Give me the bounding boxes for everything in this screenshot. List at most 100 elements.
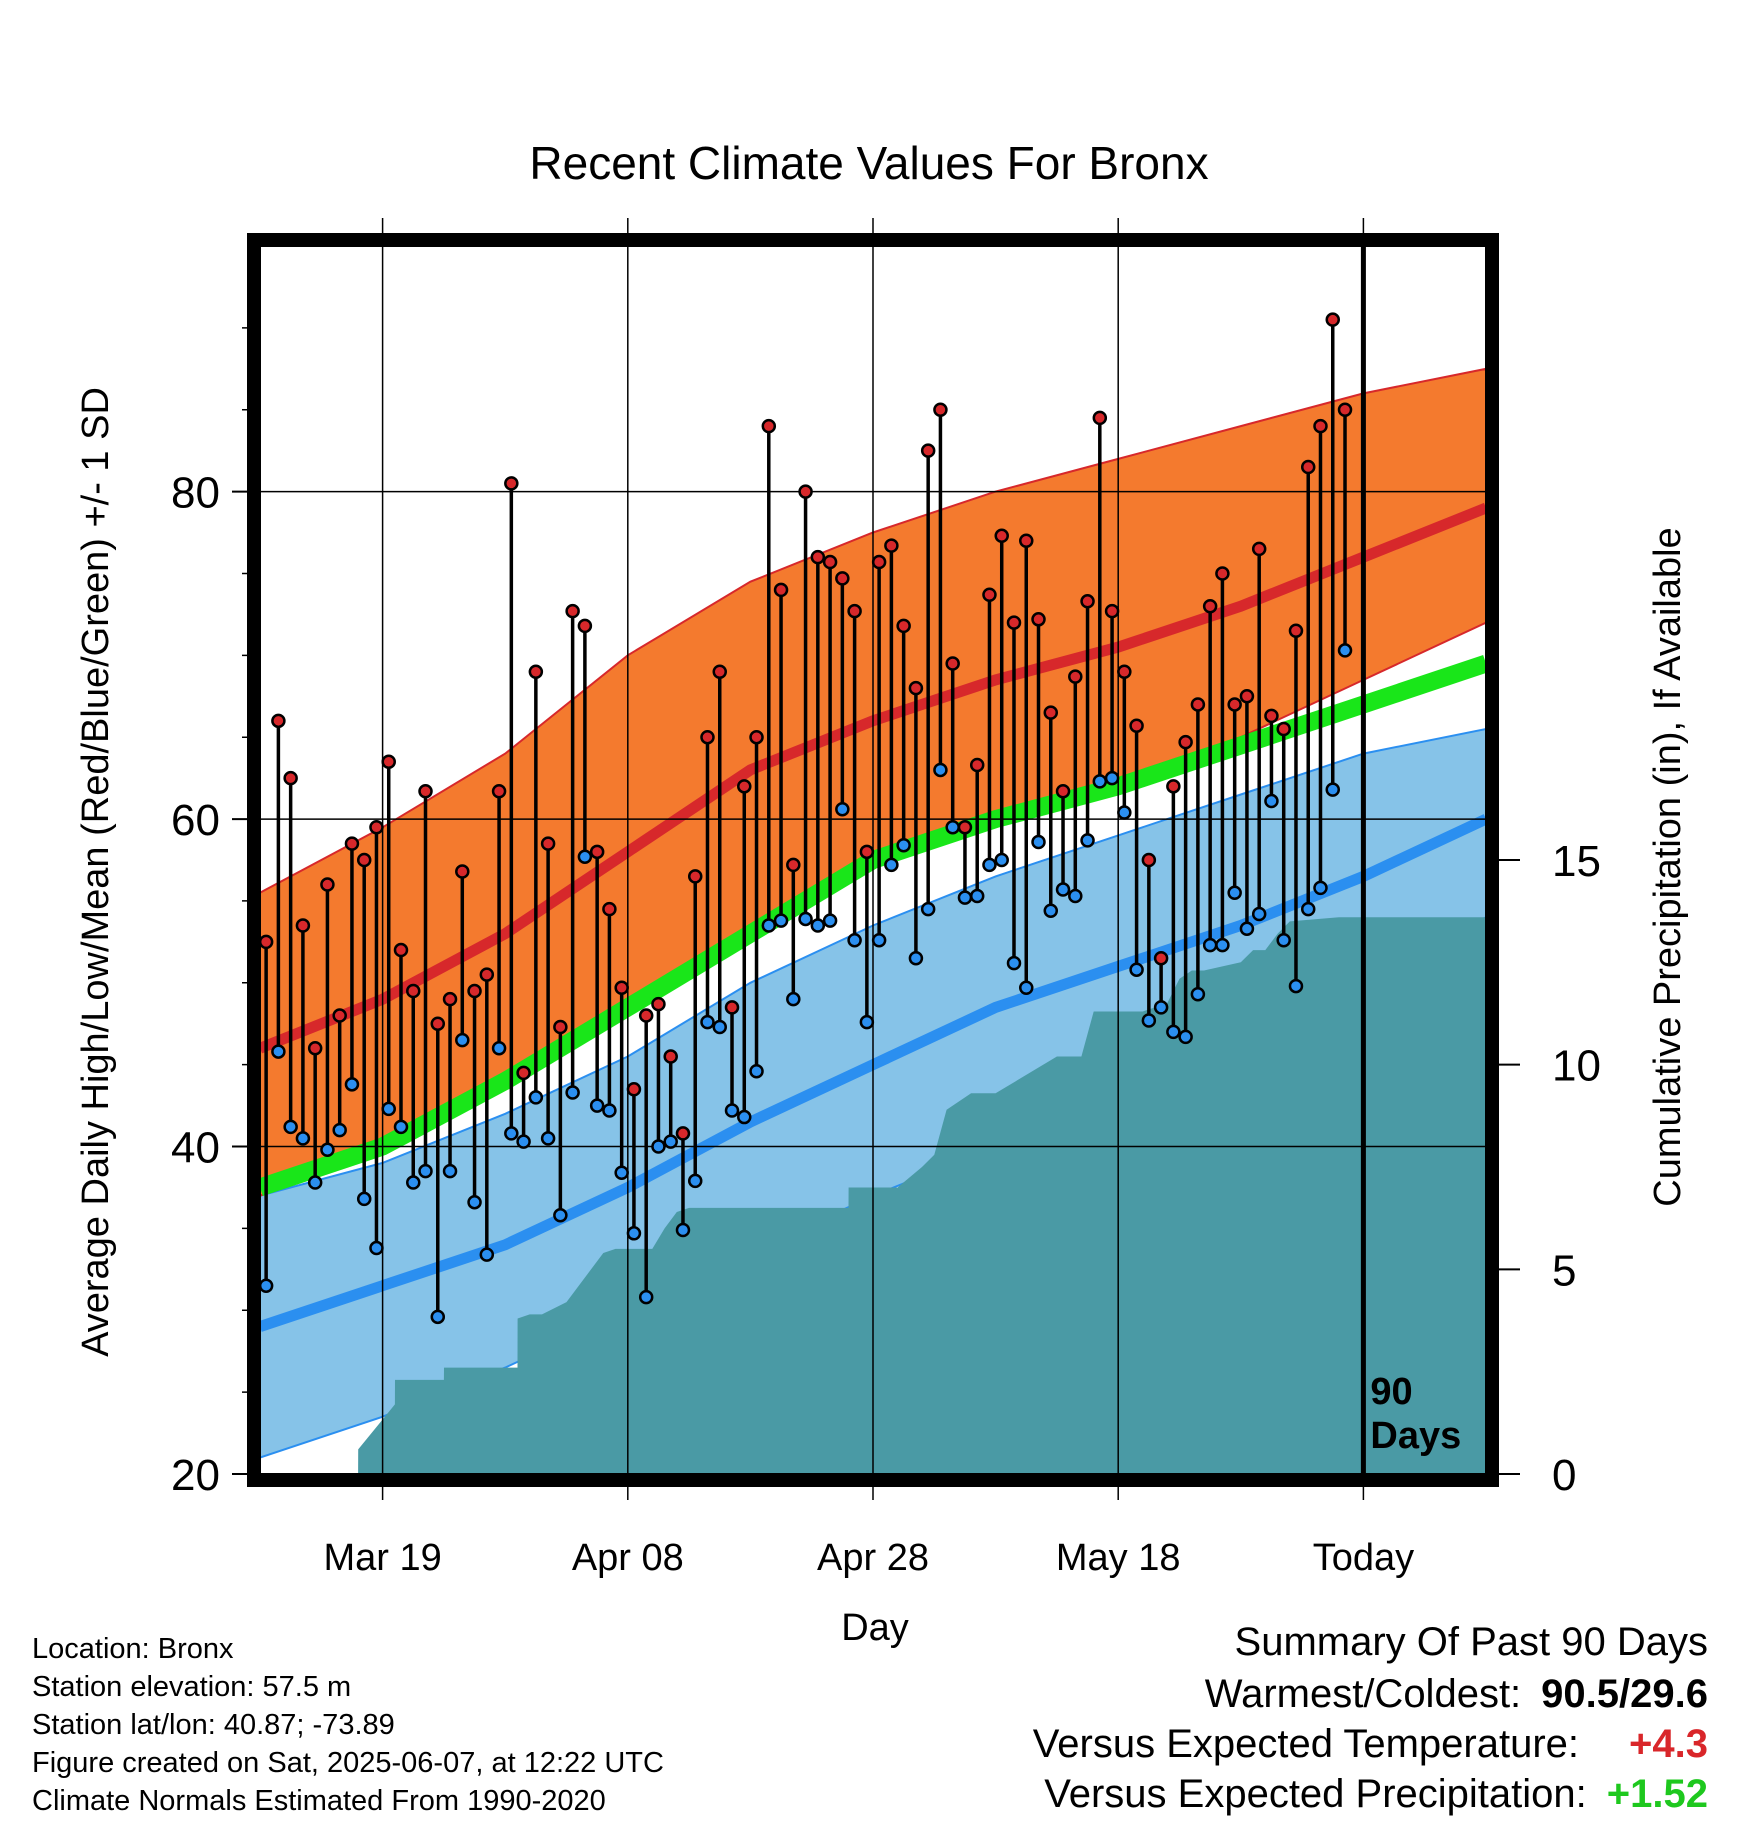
- daily-high-point: [577, 618, 593, 634]
- y2-axis-label: Cumulative Precipitation (in), If Availa…: [1647, 527, 1689, 1206]
- daily-high-point: [430, 1016, 446, 1031]
- daily-high-point: [1215, 566, 1230, 581]
- daily-low-point: [810, 918, 826, 933]
- daily-low-point: [1031, 834, 1046, 850]
- daily-low-point: [1251, 906, 1267, 922]
- daily-low-point: [1215, 937, 1230, 953]
- info-created: Figure created on Sat, 2025-06-07, at 12…: [32, 1747, 664, 1779]
- daily-high-point: [479, 967, 495, 982]
- daily-high-point: [1325, 312, 1340, 327]
- daily-low-point: [957, 890, 973, 905]
- daily-low-point: [577, 849, 593, 864]
- daily-high-point: [700, 729, 715, 745]
- daily-low-point: [1313, 880, 1328, 896]
- daily-low-point: [1276, 932, 1291, 948]
- daily-low-point: [516, 1134, 531, 1149]
- daily-low-point: [638, 1289, 654, 1305]
- daily-high-point: [1276, 721, 1291, 737]
- daily-high-point: [920, 443, 936, 458]
- daily-low-point: [945, 820, 960, 835]
- daily-high-point: [589, 844, 605, 860]
- daily-low-point: [283, 1119, 298, 1135]
- y2-tick-label: 5: [1552, 1246, 1576, 1295]
- daily-low-point: [1227, 885, 1242, 900]
- x-tick-label: Mar 19: [323, 1537, 441, 1579]
- daily-high-point: [712, 664, 727, 679]
- daily-high-point: [418, 783, 433, 799]
- daily-low-point: [258, 1278, 274, 1293]
- summary-precip-anomaly: Versus Expected Precipitation: +1.52: [1044, 1772, 1708, 1817]
- daily-high-point: [957, 820, 973, 835]
- daily-low-point: [271, 1044, 286, 1059]
- daily-low-point: [1166, 1024, 1181, 1040]
- x-axis-label: Day: [841, 1607, 909, 1649]
- plot-area: Mar 19 Apr 08 Apr 28 May 18 Today 20 40 60 80 0 5 1…: [171, 218, 1601, 1579]
- daily-low-point: [982, 857, 997, 873]
- daily-low-point: [1239, 921, 1255, 937]
- daily-low-point: [969, 888, 985, 904]
- daily-low-point: [1006, 955, 1022, 971]
- temp-anomaly-value: +4.3: [1629, 1722, 1708, 1766]
- daily-high-point: [504, 476, 519, 491]
- daily-low-point: [356, 1191, 372, 1207]
- daily-low-point: [528, 1090, 544, 1105]
- daily-low-point: [540, 1131, 556, 1146]
- daily-high-point: [724, 1000, 740, 1015]
- daily-high-point: [295, 918, 311, 933]
- daily-high-point: [737, 779, 752, 794]
- daily-high-point: [663, 1049, 678, 1064]
- y2-tick-label: 0: [1552, 1451, 1576, 1500]
- daily-low-point: [1055, 882, 1071, 897]
- daily-low-point: [871, 932, 887, 948]
- daily-high-point: [761, 418, 777, 434]
- daily-low-point: [651, 1139, 666, 1154]
- daily-low-point: [1325, 782, 1340, 797]
- info-location: Location: Bronx: [32, 1633, 234, 1665]
- daily-low-point: [1141, 1013, 1157, 1028]
- daily-high-point: [283, 770, 298, 786]
- daily-low-point: [430, 1309, 446, 1325]
- daily-high-point: [638, 1008, 654, 1023]
- daily-low-point: [712, 1019, 727, 1035]
- daily-high-point: [835, 571, 850, 586]
- daily-low-point: [1068, 888, 1083, 904]
- daily-high-point: [626, 1081, 642, 1097]
- daily-low-point: [737, 1109, 752, 1125]
- precip-anomaly-value: +1.52: [1606, 1772, 1708, 1816]
- x-tick-label: May 18: [1056, 1537, 1181, 1579]
- daily-low-point: [589, 1098, 605, 1113]
- y2-tick-label: 10: [1552, 1042, 1601, 1091]
- daily-low-point: [663, 1134, 678, 1149]
- daily-low-point: [626, 1226, 642, 1241]
- daily-low-point: [553, 1208, 568, 1223]
- daily-low-point: [1288, 978, 1304, 994]
- daily-low-point: [565, 1085, 580, 1100]
- daily-low-point: [1104, 770, 1120, 786]
- daily-low-point: [369, 1240, 384, 1256]
- daily-high-point: [344, 836, 360, 851]
- daily-low-point: [847, 932, 862, 948]
- daily-high-point: [1055, 783, 1071, 799]
- daily-high-point: [491, 783, 507, 799]
- daily-high-point: [1080, 594, 1095, 609]
- daily-high-point: [896, 618, 911, 634]
- daily-high-point: [798, 484, 813, 499]
- daily-high-point: [455, 864, 470, 879]
- daily-high-point: [1031, 612, 1046, 627]
- daily-high-point: [528, 664, 544, 679]
- daily-high-point: [651, 996, 666, 1012]
- daily-low-point: [1129, 962, 1144, 977]
- daily-low-point: [442, 1163, 458, 1179]
- daily-high-point: [1239, 689, 1255, 704]
- daily-low-point: [724, 1103, 740, 1118]
- daily-high-point: [1068, 669, 1083, 684]
- daily-low-point: [933, 762, 948, 778]
- daily-high-point: [1141, 852, 1157, 868]
- daily-low-point: [455, 1032, 470, 1048]
- daily-high-point: [406, 983, 421, 999]
- daily-high-point: [1153, 950, 1169, 966]
- daily-high-point: [369, 820, 384, 835]
- summary-heading: Summary Of Past 90 Days: [1234, 1620, 1708, 1664]
- daily-high-point: [884, 538, 899, 553]
- daily-high-point: [271, 713, 286, 729]
